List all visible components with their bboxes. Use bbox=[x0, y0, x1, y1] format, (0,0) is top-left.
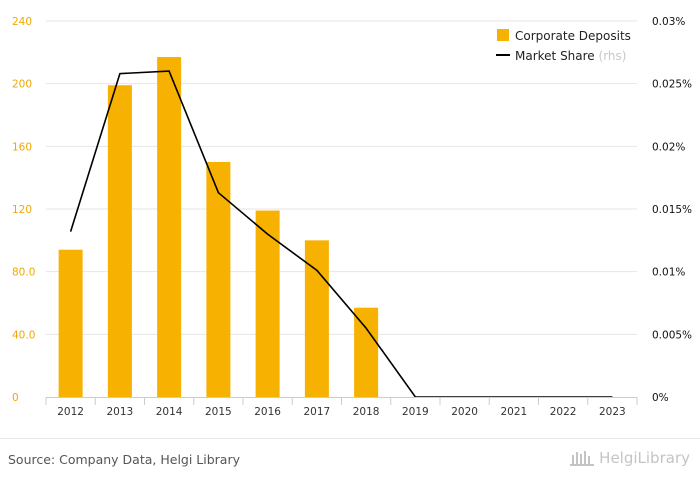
legend-label-corporate-deposits: Corporate Deposits bbox=[515, 29, 631, 43]
x-tick-label: 2018 bbox=[353, 406, 380, 418]
y-right-tick-label: 0% bbox=[652, 392, 669, 404]
gridlines bbox=[46, 20, 637, 335]
y-left-tick-label: 80.0 bbox=[12, 267, 35, 279]
legend-rhs-suffix: (rhs) bbox=[599, 49, 627, 63]
market-share-line bbox=[69, 70, 613, 398]
y-right-tick-label: 0.02% bbox=[652, 141, 685, 153]
legend-label-market-share: Market Share (rhs) bbox=[515, 49, 626, 63]
x-tick-label: 2012 bbox=[57, 406, 84, 418]
y-left-tick-label: 240 bbox=[12, 16, 32, 28]
bar bbox=[58, 249, 83, 397]
x-tick-label: 2023 bbox=[599, 406, 626, 418]
x-tick-label: 2020 bbox=[451, 406, 478, 418]
bar bbox=[304, 240, 329, 397]
bar bbox=[157, 57, 182, 398]
bar-series bbox=[58, 57, 379, 398]
x-tick-label: 2022 bbox=[550, 406, 577, 418]
legend-swatch-corporate-deposits bbox=[497, 29, 509, 41]
y-right-tick-label: 0.025% bbox=[652, 79, 692, 91]
footer: Source: Company Data, Helgi Library Helg… bbox=[0, 438, 700, 484]
x-tick-label: 2015 bbox=[205, 406, 232, 418]
brand-name: HelgiLibrary bbox=[599, 449, 690, 467]
library-icon bbox=[570, 451, 595, 466]
brand-logo: HelgiLibrary bbox=[569, 449, 690, 467]
x-tick-label: 2013 bbox=[107, 406, 134, 418]
x-tick-label: 2021 bbox=[501, 406, 528, 418]
y-right-tick-label: 0.03% bbox=[652, 16, 685, 28]
bar bbox=[107, 85, 132, 397]
bar bbox=[206, 162, 231, 397]
y-right-tick-label: 0.015% bbox=[652, 204, 692, 216]
x-tick-label: 2019 bbox=[402, 406, 429, 418]
source-text: Source: Company Data, Helgi Library bbox=[8, 452, 241, 467]
legend: Corporate Deposits Market Share (rhs) bbox=[496, 29, 631, 63]
y-right-tick-label: 0.005% bbox=[652, 329, 692, 341]
y-left-tick-label: 40.0 bbox=[12, 329, 35, 341]
bar bbox=[354, 307, 379, 397]
y-axis-right: 0% 0.005% 0.01% 0.015% 0.02% 0.025% 0.03% bbox=[652, 16, 692, 404]
legend-market-share-name: Market Share bbox=[515, 49, 595, 63]
y-left-tick-label: 0 bbox=[12, 392, 19, 404]
x-tick-label: 2016 bbox=[254, 406, 281, 418]
y-left-tick-label: 160 bbox=[12, 141, 32, 153]
y-axis-left: 0 40.0 80.0 120 160 200 240 bbox=[12, 16, 35, 404]
y-left-tick-label: 200 bbox=[12, 79, 32, 91]
y-right-tick-label: 0.01% bbox=[652, 267, 685, 279]
x-tick-label: 2017 bbox=[304, 406, 331, 418]
bar bbox=[255, 210, 280, 397]
chart: 2012 2013 2014 2015 2016 2017 2018 2019 2020 2021… bbox=[12, 16, 692, 418]
x-tick-label: 2014 bbox=[156, 406, 183, 418]
x-axis: 2012 2013 2014 2015 2016 2017 2018 2019 2020 2021… bbox=[45, 397, 638, 418]
y-left-tick-label: 120 bbox=[12, 204, 32, 216]
